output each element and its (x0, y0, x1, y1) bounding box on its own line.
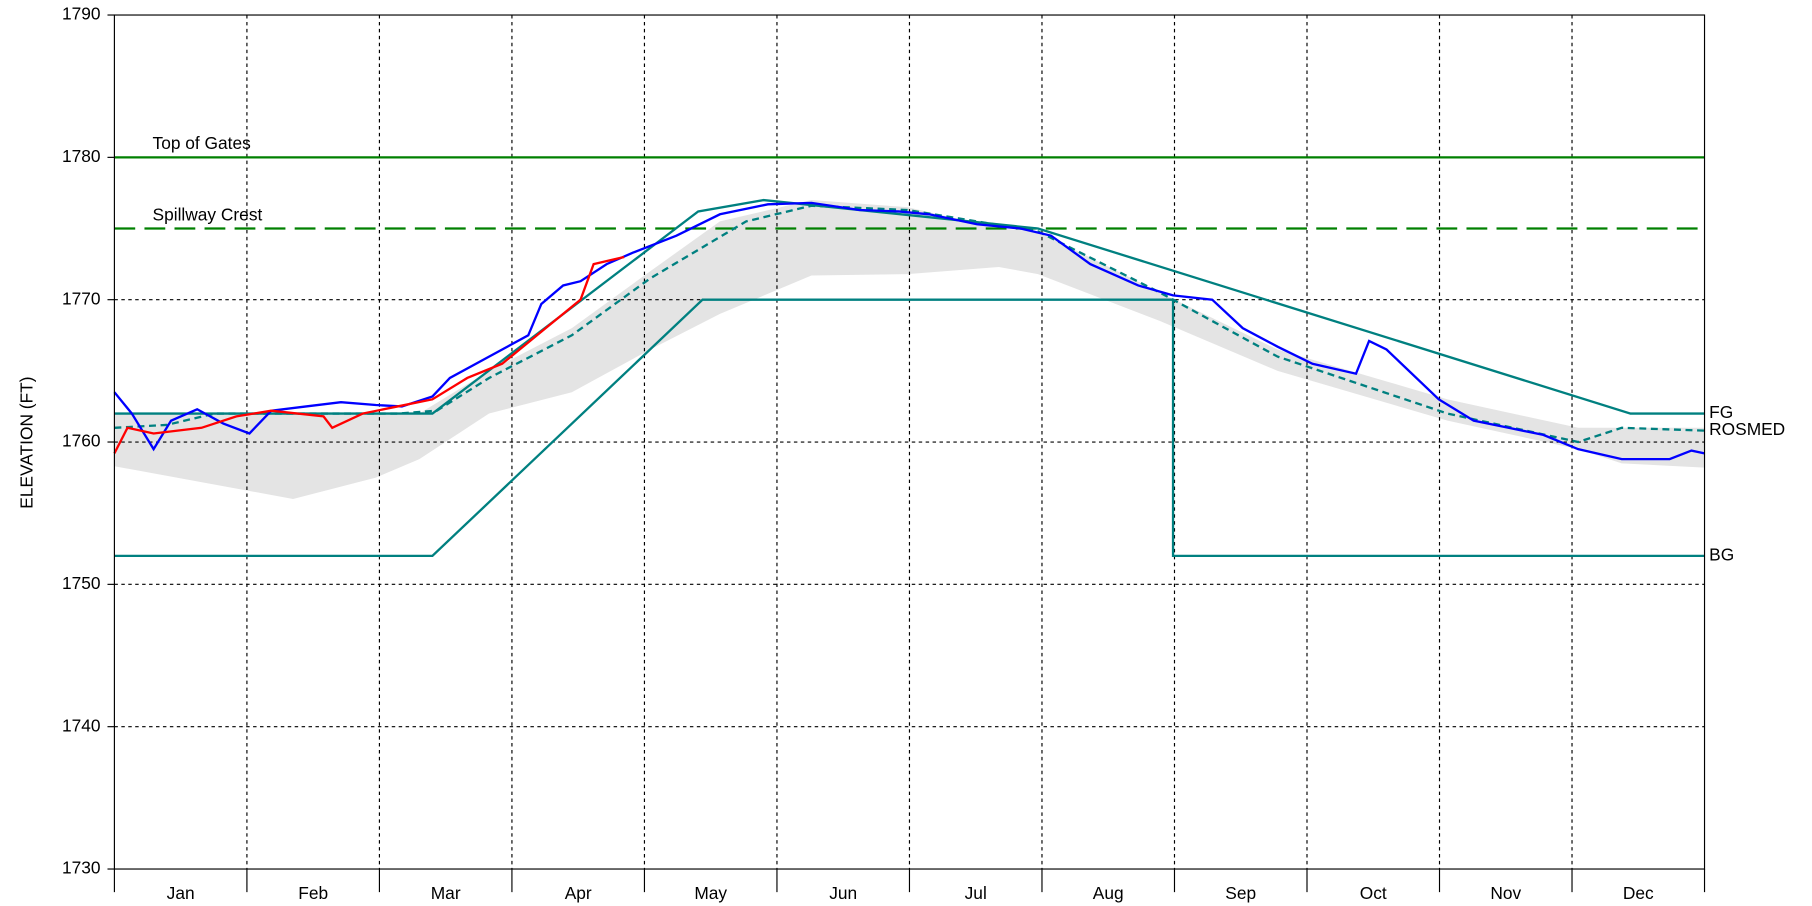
series-line (113, 255, 625, 454)
y-tick-label: 1730 (62, 858, 101, 878)
series-label: FG (1709, 402, 1733, 422)
plot-frame (113, 14, 1706, 870)
x-tick-label: May (694, 883, 727, 903)
x-tick-label: Jan (167, 883, 195, 903)
x-tick-label: Apr (565, 883, 592, 903)
y-tick-label: 1780 (62, 146, 101, 166)
x-tick-label: Mar (431, 883, 461, 903)
series-line (113, 201, 1705, 461)
y-tick-label: 1790 (62, 4, 101, 24)
x-tick-label: Oct (1360, 883, 1387, 903)
series-line (114, 204, 1705, 444)
y-axis-label: ELEVATION (FT) (16, 376, 36, 508)
y-tick-label: 1750 (62, 573, 101, 593)
series-label: ROSMED (1709, 419, 1785, 439)
y-tick-label: 1770 (62, 288, 101, 308)
x-tick-label: Nov (1490, 883, 1521, 903)
reference-label: Spillway Crest (153, 204, 263, 224)
x-tick-label: Jun (829, 883, 857, 903)
x-tick-label: Feb (298, 883, 328, 903)
x-tick-label: Jul (965, 883, 987, 903)
series-line (114, 298, 1705, 558)
x-tick-label: Sep (1225, 883, 1256, 903)
series-line (114, 198, 1705, 415)
x-tick-label: Aug (1093, 883, 1124, 903)
reference-label: Top of Gates (153, 133, 252, 153)
x-tick-label: Dec (1623, 883, 1654, 903)
y-tick-label: 1740 (62, 715, 101, 735)
series-label: BG (1709, 544, 1734, 564)
y-tick-label: 1760 (62, 431, 101, 451)
